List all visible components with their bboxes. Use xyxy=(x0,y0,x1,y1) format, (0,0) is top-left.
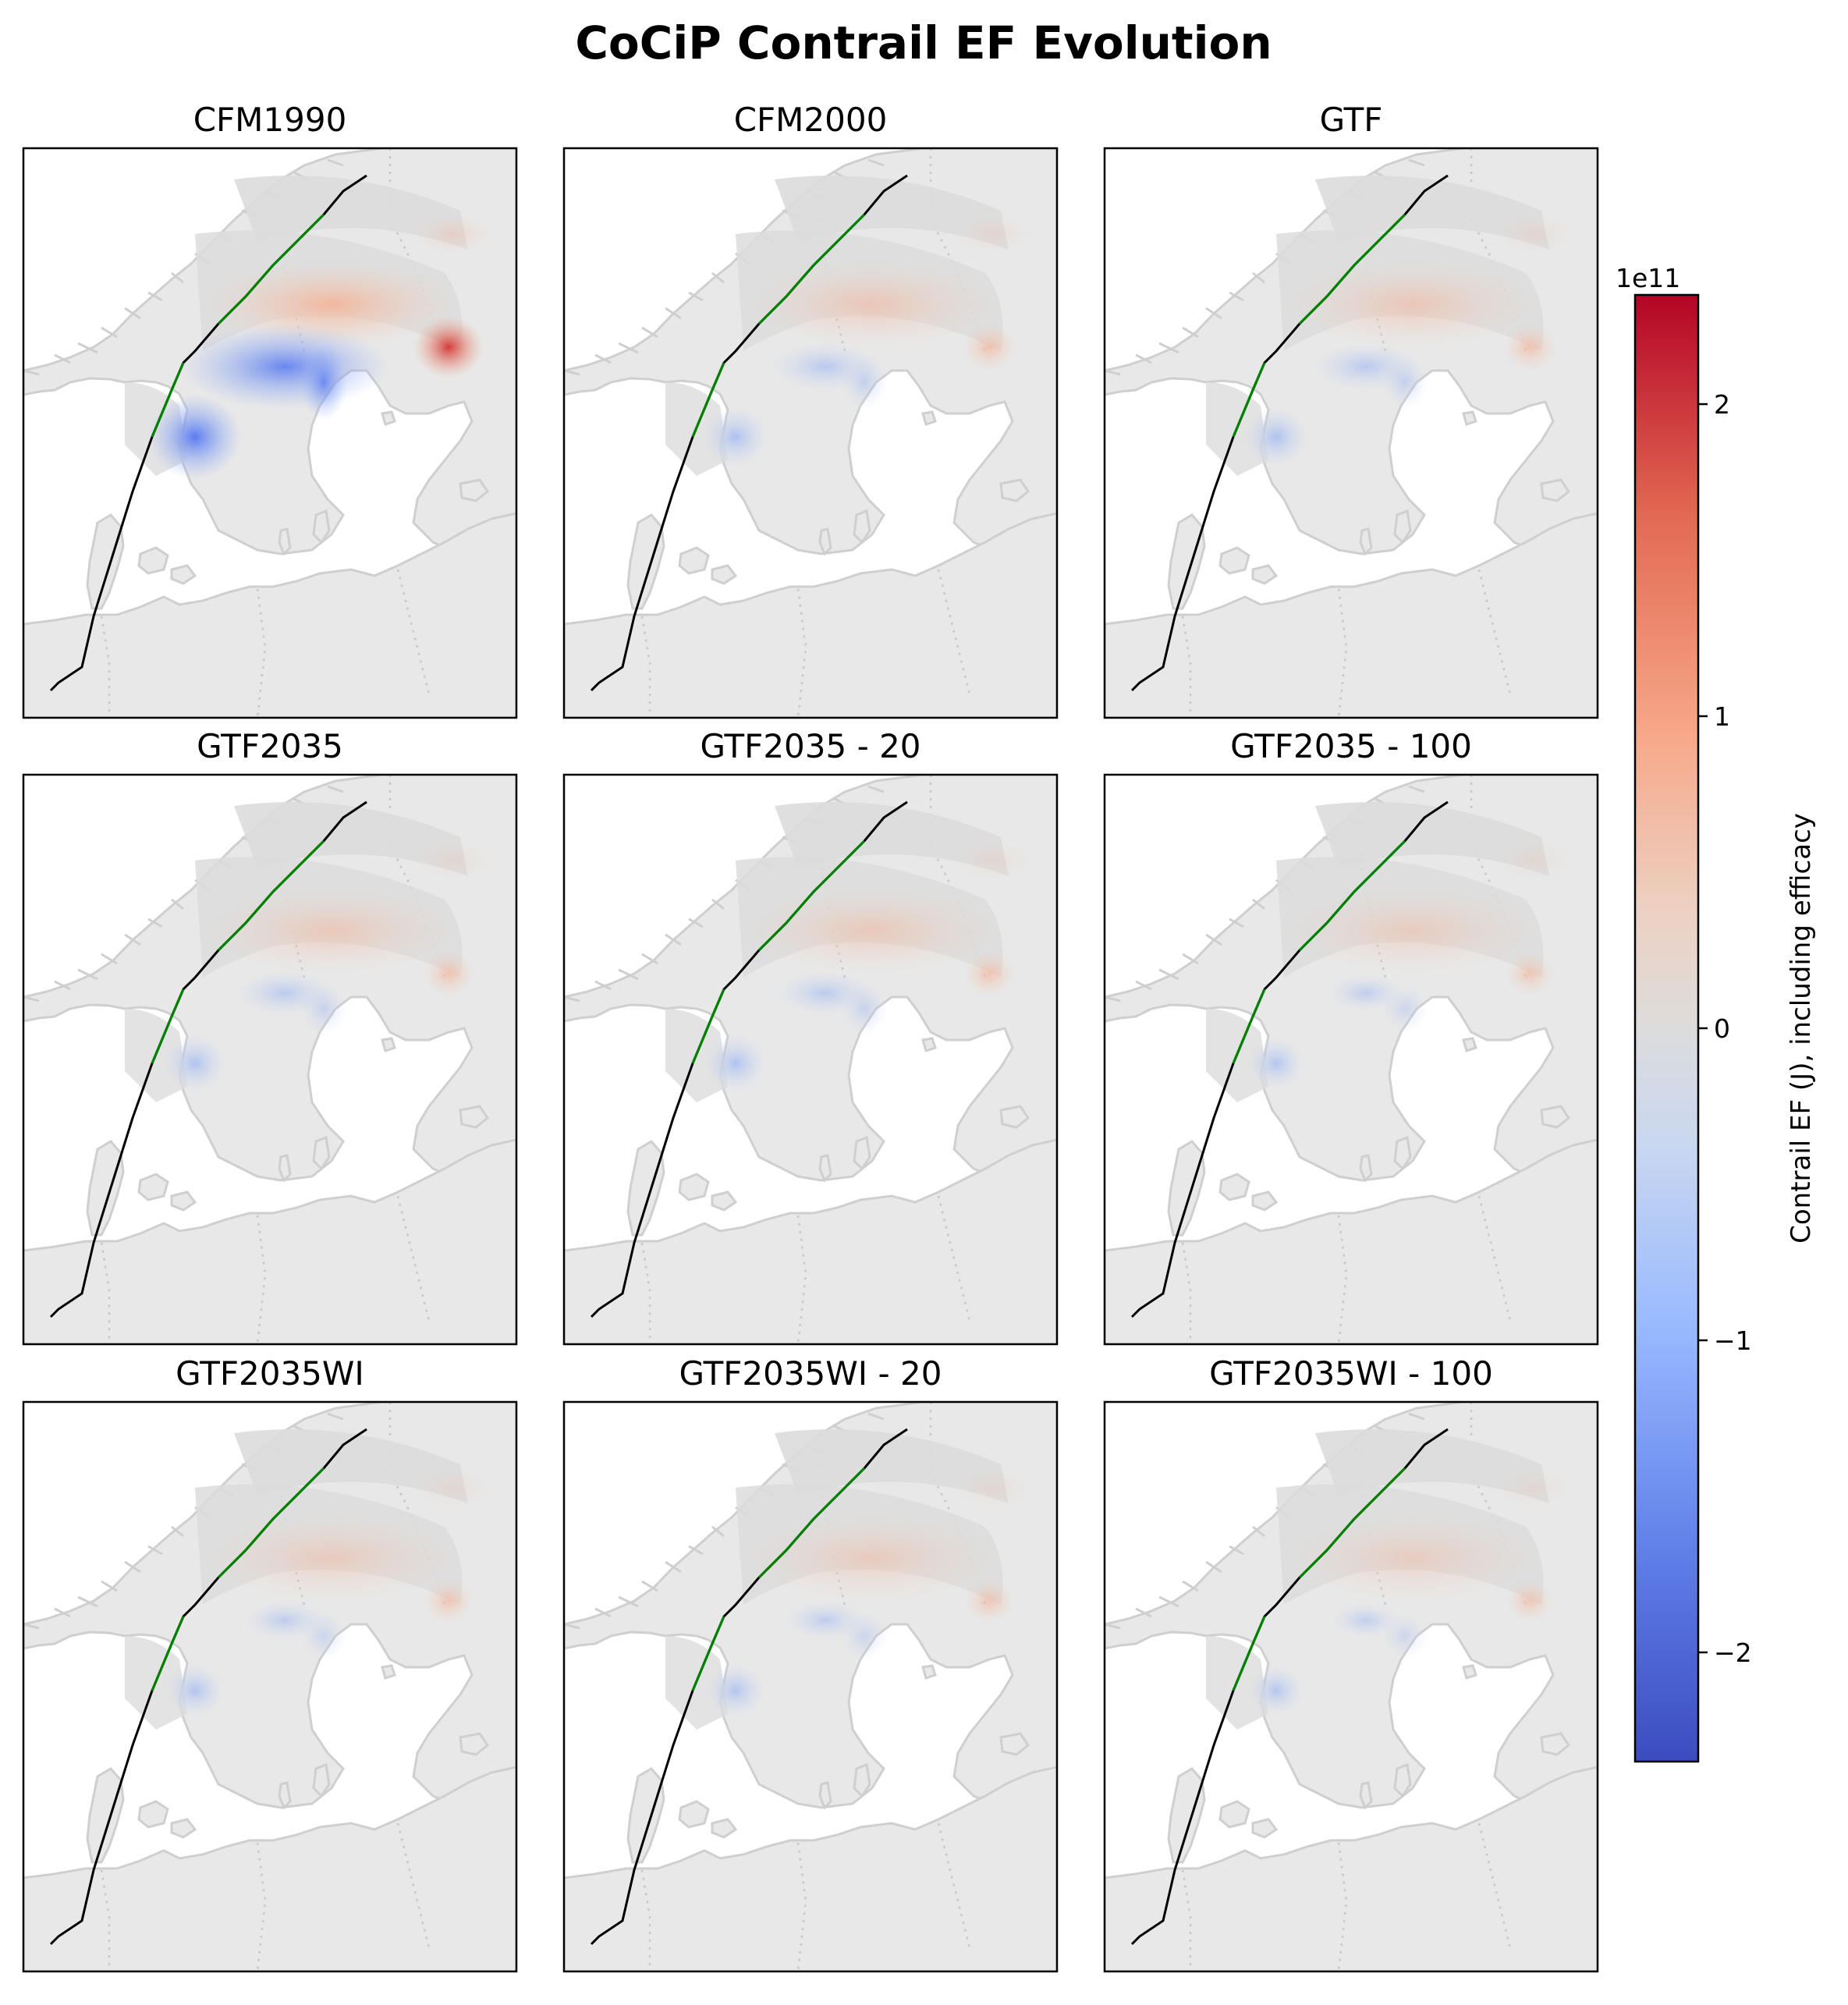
map-panel: GTF2035WI xyxy=(22,1354,518,1973)
panels: CFM1990 CFM2000 GTF GTF2035 GTF2035 - 20 GTF2… xyxy=(22,101,1599,1973)
colorbar-label: Contrail EF (J), including efficacy xyxy=(1786,813,1817,1244)
map-panel: GTF2035WI - 100 xyxy=(1103,1354,1599,1973)
colorbar-tick-label: −2 xyxy=(1714,1638,1752,1668)
panel-title: GTF2035WI - 20 xyxy=(679,1354,942,1393)
figure-title: CoCiP Contrail EF Evolution xyxy=(575,16,1272,69)
panel-title: GTF2035 - 20 xyxy=(700,727,920,765)
colorbar-exponent: 1e11 xyxy=(1616,263,1680,293)
map-panel: GTF2035 - 20 xyxy=(562,727,1059,1346)
panel-title: GTF2035 - 100 xyxy=(1230,727,1472,765)
panel-title: GTF2035WI - 100 xyxy=(1209,1354,1493,1393)
panel-title: GTF2035 xyxy=(197,727,343,765)
colorbar-tick-label: 2 xyxy=(1714,389,1730,420)
panel-title: CFM1990 xyxy=(193,101,347,139)
colorbar-gradient xyxy=(1633,293,1700,1763)
map-panel: GTF2035 xyxy=(22,727,518,1346)
map-panel: CFM1990 xyxy=(22,101,518,719)
colorbar-tick-label: 0 xyxy=(1714,1013,1730,1044)
map-panel: GTF2035WI - 20 xyxy=(562,1354,1059,1973)
map-panel: GTF xyxy=(1103,101,1599,719)
panel-title: GTF2035WI xyxy=(176,1354,364,1393)
panel-title: GTF xyxy=(1320,101,1383,139)
colorbar-tick-label: 1 xyxy=(1714,701,1730,732)
panel-title: CFM2000 xyxy=(734,101,888,139)
colorbar-tick-label: −1 xyxy=(1714,1325,1752,1356)
map-panel: GTF2035 - 100 xyxy=(1103,727,1599,1346)
map-panel: CFM2000 xyxy=(562,101,1059,719)
colorbar: 1e11 −2 −1 0 1 2 Contrail EF (J), including … xyxy=(1616,263,1817,1763)
